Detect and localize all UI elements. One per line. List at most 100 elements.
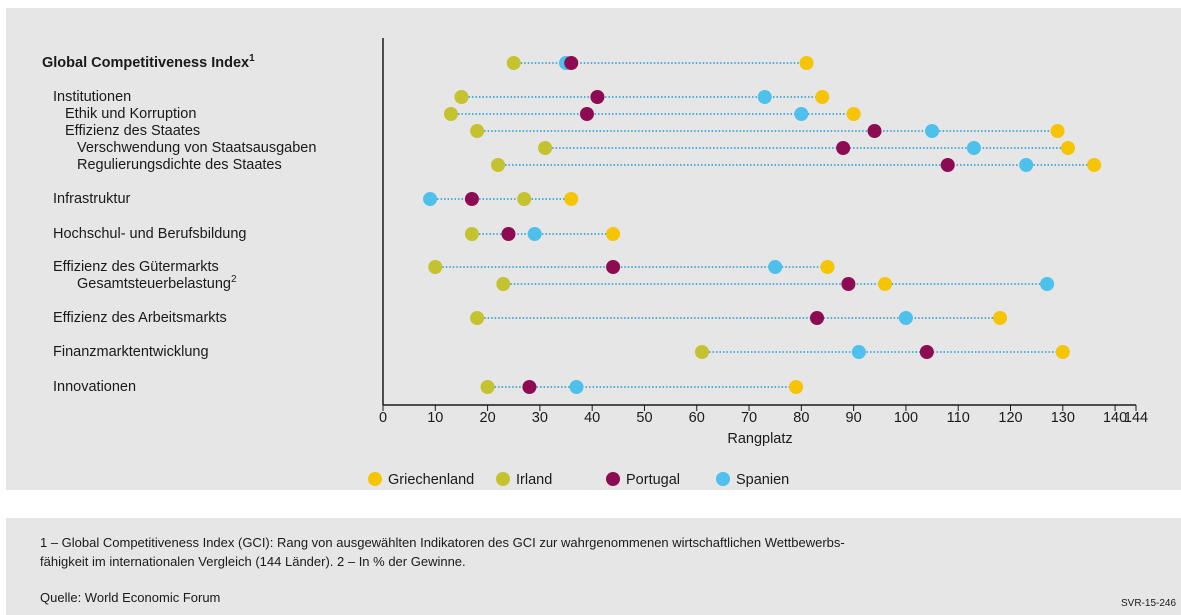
dot (538, 141, 553, 155)
legend-label: Griechenland (388, 472, 474, 488)
dot (993, 311, 1008, 325)
category-label: Global Competitiveness Index1 (42, 53, 255, 71)
x-tick-label: 90 (846, 410, 862, 426)
dot (794, 107, 809, 121)
category-label: Finanzmarktentwicklung (53, 344, 209, 360)
dot (506, 56, 521, 70)
dot (867, 124, 882, 138)
dot (517, 192, 532, 206)
dot (815, 90, 830, 104)
dot (564, 192, 579, 206)
dot (496, 277, 511, 291)
category-text: Regulierungsdichte des Staates (77, 157, 282, 173)
dot (1040, 277, 1055, 291)
dot (836, 141, 851, 155)
x-tick-label: 20 (480, 410, 496, 426)
legend-marker (716, 472, 730, 486)
dot (522, 380, 537, 394)
dot (940, 158, 955, 172)
dot (1050, 124, 1065, 138)
dot (470, 311, 485, 325)
dot (851, 345, 866, 359)
x-tick-label: 0 (379, 410, 387, 426)
category-text: Finanzmarktentwicklung (53, 344, 209, 360)
dot (757, 90, 772, 104)
dot (423, 192, 438, 206)
dot (454, 90, 469, 104)
legend-label: Spanien (736, 472, 789, 488)
x-axis-label: Rangplatz (727, 431, 792, 447)
dot (501, 227, 516, 241)
dot (1019, 158, 1034, 172)
category-text: Effizienz des Arbeitsmarkts (53, 310, 227, 326)
x-tick-label: 120 (998, 410, 1022, 426)
category-label: Institutionen (53, 89, 131, 105)
dot (590, 90, 605, 104)
dot (919, 345, 934, 359)
category-text: Effizienz des Gütermarkts (53, 259, 219, 275)
legend-marker (496, 472, 510, 486)
category-text: Gesamtsteuerbelastung (77, 276, 231, 292)
dot (579, 107, 594, 121)
category-text: Institutionen (53, 89, 131, 105)
dot (464, 192, 479, 206)
footnote-mark: 2 (231, 274, 237, 285)
x-tick-label: 130 (1051, 410, 1075, 426)
dot (564, 56, 579, 70)
x-tick-label: 100 (894, 410, 918, 426)
x-tick-label: 30 (532, 410, 548, 426)
dot (768, 260, 783, 274)
footnote: fähigkeit im internationalen Vergleich (… (40, 554, 466, 569)
dot (789, 380, 804, 394)
source: Quelle: World Economic Forum (40, 590, 221, 605)
x-tick-label: 70 (741, 410, 757, 426)
dot (428, 260, 443, 274)
legend-label: Portugal (626, 472, 680, 488)
legend-label: Irland (516, 472, 552, 488)
dot (569, 380, 584, 394)
dot (810, 311, 825, 325)
x-tick-label: 80 (793, 410, 809, 426)
dot (820, 260, 835, 274)
dot (925, 124, 940, 138)
dot (799, 56, 814, 70)
dot (1087, 158, 1102, 172)
legend-marker (368, 472, 382, 486)
dot (491, 158, 506, 172)
chart-code: SVR-15-246 (1121, 598, 1177, 609)
category-text: Verschwendung von Staatsausgaben (77, 140, 316, 156)
category-label: Effizienz des Arbeitsmarkts (53, 310, 227, 326)
dot (470, 124, 485, 138)
dot (1061, 141, 1076, 155)
category-text: Hochschul- und Berufsbildung (53, 226, 246, 242)
category-label: Regulierungsdichte des Staates (77, 157, 282, 173)
x-tick-label: 60 (689, 410, 705, 426)
dot (898, 311, 913, 325)
dot (464, 227, 479, 241)
dot (606, 227, 621, 241)
category-label: Hochschul- und Berufsbildung (53, 226, 246, 242)
x-tick-label: 40 (584, 410, 600, 426)
category-text: Infrastruktur (53, 191, 131, 207)
dot (694, 345, 709, 359)
dot (846, 107, 861, 121)
dot (878, 277, 892, 291)
dot (443, 107, 458, 121)
x-tick-label: 110 (947, 410, 970, 426)
dot (480, 380, 495, 394)
category-text: Effizienz des Staates (65, 123, 200, 139)
category-text: Global Competitiveness Index (42, 55, 249, 71)
category-label: Verschwendung von Staatsausgaben (77, 140, 316, 156)
footnote-panel (6, 518, 1181, 615)
x-tick-label: 144 (1124, 410, 1148, 426)
footnote: 1 – Global Competitiveness Index (GCI): … (40, 535, 845, 550)
footnote-mark: 1 (249, 53, 255, 64)
dot (1055, 345, 1070, 359)
category-label: Infrastruktur (53, 191, 131, 207)
category-label: Innovationen (53, 379, 136, 395)
legend-marker (606, 472, 620, 486)
x-tick-label: 50 (636, 410, 652, 426)
dot (841, 277, 856, 291)
